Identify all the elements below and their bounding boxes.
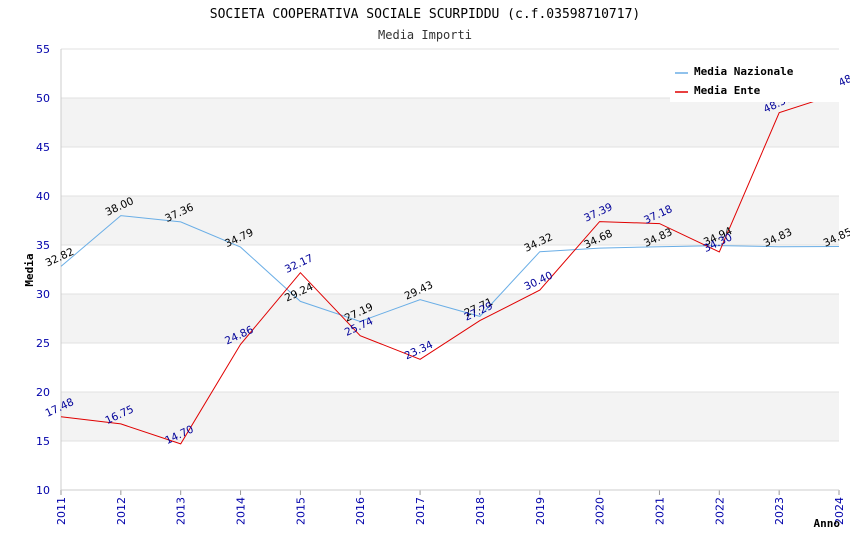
series-line-0 [60,215,840,323]
x-tick-label: 2016 [354,497,367,525]
y-tick-label: 20 [36,386,50,399]
series-lines [60,92,840,445]
data-label: 30.40 [522,270,554,294]
grid-lines [61,48,839,491]
x-tick-label: 2014 [235,497,248,525]
x-tick-label: 2020 [594,497,607,525]
grid-band [61,294,839,343]
x-tick-label: 2017 [414,497,427,525]
y-tick-label: 50 [36,92,50,105]
y-tick-label: 40 [36,190,50,203]
x-tick-label: 2015 [294,497,307,525]
y-tick-label: 15 [36,435,50,448]
axes [60,49,840,495]
y-tick-label: 45 [36,141,50,154]
y-tick-label: 10 [36,484,50,497]
grid-band [61,196,839,245]
y-tick-label: 30 [36,288,50,301]
x-tick-label: 2021 [653,497,666,525]
grid-bands [61,98,839,441]
x-tick-label: 2023 [773,497,786,525]
x-tick-label: 2018 [474,497,487,525]
x-tick-label: 2024 [833,497,846,525]
y-tick-label: 25 [36,337,50,350]
x-tick-labels: 2011 2012 2013 2014 2015 2016 2017 2018 2019 2020… [55,497,846,525]
chart-title: SOCIETA COOPERATIVA SOCIALE SCURPIDDU (c… [210,7,640,22]
y-axis-label: Media [23,253,36,286]
x-tick-label: 2012 [115,497,128,525]
data-label: 32.17 [283,252,315,276]
legend-background [670,60,840,102]
x-tick-label: 2019 [534,497,547,525]
grid-band [61,392,839,441]
y-tick-labels: 10 15 20 25 30 35 40 45 50 55 [36,43,50,497]
y-tick-label: 35 [36,239,50,252]
series-line-1 [60,92,840,445]
x-tick-label: 2022 [713,497,726,525]
grid-band [61,98,839,147]
legend: Media Nazionale Media Ente [670,60,840,102]
chart-subtitle: Media Importi [378,28,472,42]
legend-label-nazionale: Media Nazionale [694,65,794,78]
x-axis-label: Anno [814,517,841,530]
y-tick-label: 55 [36,43,50,56]
x-tick-label: 2011 [55,497,68,525]
x-tick-label: 2013 [175,497,188,525]
legend-label-ente: Media Ente [694,84,761,97]
